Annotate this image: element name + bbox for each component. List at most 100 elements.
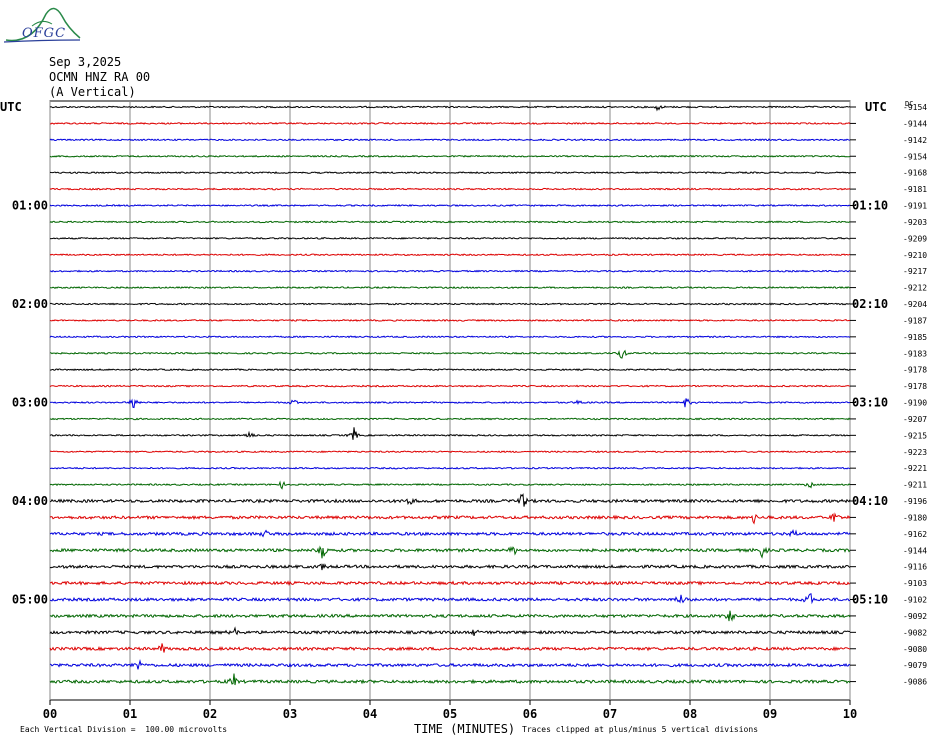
- dc-offset-label: -9185: [903, 333, 927, 342]
- trace-row-30: [49, 593, 851, 605]
- trace-row-28: [49, 563, 851, 571]
- dc-offset-label: -9204: [903, 300, 927, 309]
- dc-offset-label: -9180: [903, 513, 927, 522]
- dc-offset-label: -9102: [903, 596, 927, 605]
- dc-offset-label: -9196: [903, 497, 927, 506]
- dc-offset-label: -9210: [903, 251, 927, 260]
- x-tick-label: 03: [283, 707, 297, 721]
- dc-offset-label: -9207: [903, 415, 927, 424]
- trace-row-23: [49, 480, 851, 490]
- x-tick-label: 09: [763, 707, 777, 721]
- x-tick-label: 05: [443, 707, 457, 721]
- dc-offset-label: -9142: [903, 136, 927, 145]
- dc-offset-label: -9221: [903, 464, 927, 473]
- trace-row-12: [49, 302, 850, 306]
- trace-row-15: [49, 349, 851, 359]
- trace-row-13: [49, 318, 851, 322]
- x-tick-label: 10: [843, 707, 857, 721]
- logo-text: OFGC: [22, 26, 67, 41]
- hour-label-right: 05:10: [852, 593, 888, 607]
- hour-label-right: 03:10: [852, 396, 888, 410]
- hour-label-left: 01:00: [12, 199, 48, 213]
- dc-offset-label: -9168: [903, 169, 927, 178]
- hour-label-left: 04:00: [12, 494, 48, 508]
- dc-offset-label: -9079: [903, 661, 927, 670]
- trace-row-17: [49, 384, 851, 388]
- trace-row-31: [49, 610, 851, 622]
- trace-row-19: [49, 417, 851, 421]
- dc-offset-label: -9203: [903, 218, 927, 227]
- trace-row-3: [49, 154, 851, 158]
- trace-row-18: [49, 398, 851, 409]
- dc-offset-label: -9212: [903, 284, 927, 293]
- utc-right-label: UTC: [865, 100, 887, 114]
- utc-left-label: UTC: [0, 100, 22, 114]
- trace-row-34: [49, 659, 851, 670]
- dc-offset-label: -9116: [903, 563, 927, 572]
- dc-offset-label: -9217: [903, 267, 927, 276]
- x-tick-label: 01: [123, 707, 137, 721]
- dc-header-label: DC: [905, 100, 913, 108]
- seismic-traces: [49, 105, 851, 686]
- dc-offset-label: -9144: [903, 119, 927, 128]
- dc-offset-label: -9191: [903, 202, 927, 211]
- dc-offset-label: -9144: [903, 546, 927, 555]
- hour-label-right: 04:10: [852, 494, 888, 508]
- x-tick-label: 07: [603, 707, 617, 721]
- trace-row-16: [49, 368, 851, 372]
- x-tick-label: 06: [523, 707, 537, 721]
- trace-row-20: [49, 427, 851, 440]
- dc-offset-label: -9178: [903, 366, 927, 375]
- dc-offset-label: -9181: [903, 185, 927, 194]
- trace-row-24: [49, 493, 851, 507]
- hour-label-left: 02:00: [12, 297, 48, 311]
- footer-clip-note: Traces clipped at plus/minus 5 vertical …: [522, 725, 759, 734]
- dc-offset-label: -9190: [903, 399, 927, 408]
- trace-row-5: [49, 187, 851, 191]
- station-id: OCMN HNZ RA 00: [49, 70, 151, 84]
- chart-date: Sep 3,2025: [49, 55, 122, 69]
- trace-row-8: [49, 236, 851, 240]
- x-tick-label: 08: [683, 707, 697, 721]
- trace-row-0: [49, 105, 851, 112]
- dc-offset-label: -9178: [903, 382, 927, 391]
- trace-row-6: [49, 203, 851, 208]
- dc-offset-label: -9183: [903, 349, 927, 358]
- trace-row-27: [49, 545, 851, 559]
- dc-offset-label: -9154: [903, 103, 927, 112]
- hour-label-left: 03:00: [12, 396, 48, 410]
- trace-row-10: [49, 269, 851, 273]
- dc-offset-label: -9092: [903, 612, 927, 621]
- trace-row-9: [49, 253, 851, 257]
- dc-offset-label: -9187: [903, 316, 927, 325]
- dc-offset-label: -9162: [903, 530, 927, 539]
- x-axis-title: TIME (MINUTES): [414, 722, 516, 736]
- trace-row-25: [49, 512, 851, 525]
- dc-offset-label: -9215: [903, 431, 927, 440]
- dc-offset-label: -9086: [903, 678, 927, 687]
- trace-row-2: [49, 138, 851, 142]
- trace-row-35: [49, 673, 851, 686]
- dc-offset-label: -9080: [903, 645, 927, 654]
- dc-offset-label: -9211: [903, 481, 927, 490]
- dc-offset-label: -9103: [903, 579, 927, 588]
- trace-row-21: [50, 450, 851, 454]
- trace-row-29: [49, 580, 851, 586]
- dc-offset-label: -9082: [903, 628, 927, 637]
- dc-offset-label: -9154: [903, 152, 927, 161]
- footer-scale-note: Each Vertical Division = 100.00 microvol…: [20, 725, 228, 734]
- axis-labels: 00 01 02 03 04 05 06 07 08 09 10 -9154 -9144 -9142 -91…: [12, 100, 927, 721]
- trace-row-7: [49, 220, 851, 224]
- dc-offset-label: -9223: [903, 448, 927, 457]
- component-label: (A Vertical): [49, 85, 136, 99]
- trace-row-11: [50, 286, 851, 290]
- trace-row-32: [49, 626, 851, 637]
- trace-row-4: [49, 171, 851, 175]
- x-tick-label: 02: [203, 707, 217, 721]
- ofgc-logo-icon: [3, 7, 81, 43]
- hour-label-right: 02:10: [852, 297, 888, 311]
- trace-row-22: [50, 466, 851, 470]
- dc-offset-label: -9209: [903, 234, 927, 243]
- x-tick-label: 00: [43, 707, 57, 721]
